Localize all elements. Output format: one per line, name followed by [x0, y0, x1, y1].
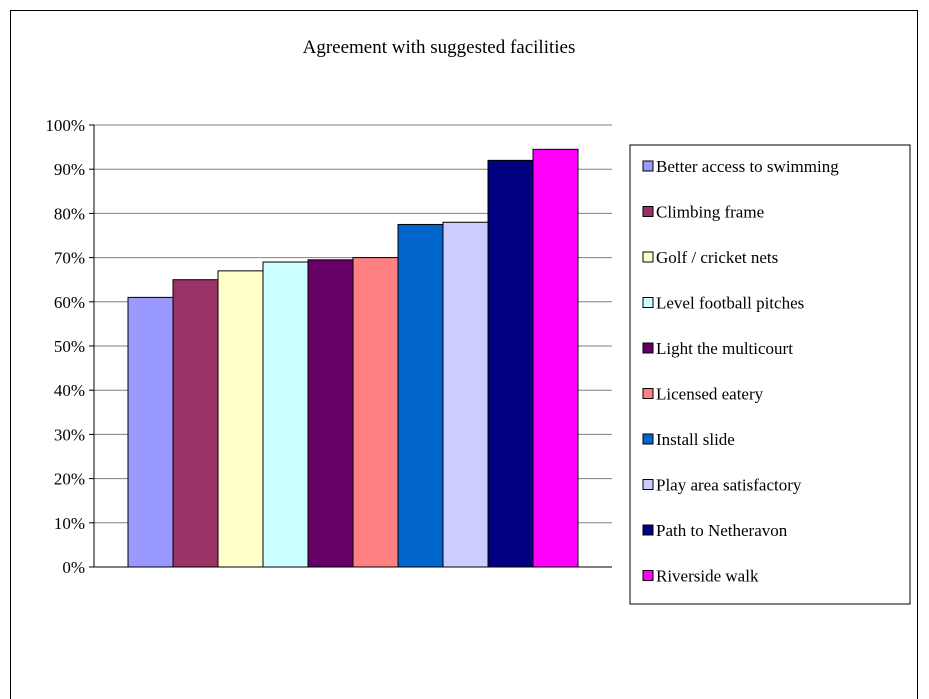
legend-label: Licensed eatery	[656, 385, 764, 404]
bar	[397, 223, 444, 568]
legend-swatch	[642, 342, 654, 354]
legend-swatch	[642, 524, 654, 536]
y-axis: 0% 10% 20% 30% 40% 50% 60% 70% 80% 90% 100%	[45, 116, 612, 577]
legend-swatch	[642, 570, 654, 581]
legend-swatch	[642, 433, 654, 445]
y-tick-label: 50%	[54, 337, 85, 356]
y-tick-label: 30%	[54, 425, 85, 444]
legend-label: Golf / cricket nets	[656, 248, 778, 267]
legend-label: Install slide	[656, 430, 735, 449]
y-tick-label: 90%	[54, 160, 85, 179]
legend-label: Light the multicourt	[656, 339, 793, 358]
legend: Better access to swimming Climbing frame G…	[629, 144, 911, 605]
y-tick-label: 0%	[62, 558, 85, 577]
y-tick-label: 60%	[54, 293, 85, 312]
bar	[442, 221, 489, 568]
legend-swatch	[642, 297, 654, 308]
legend-label: Play area satisfactory	[656, 476, 802, 495]
legend-label: Riverside walk	[656, 567, 759, 586]
legend-swatch	[642, 160, 654, 172]
legend-swatch	[642, 388, 654, 399]
y-tick-label: 80%	[54, 204, 85, 223]
chart-frame	[10, 10, 918, 699]
bar	[532, 148, 579, 568]
y-tick-label: 10%	[54, 514, 85, 533]
legend-box	[629, 144, 911, 605]
chart-title: Agreement with suggested facilities	[303, 37, 576, 58]
legend-label: Better access to swimming	[656, 157, 839, 176]
legend-swatch	[642, 206, 654, 217]
y-tick-label: 20%	[54, 470, 85, 489]
bar	[307, 259, 354, 568]
bars	[127, 148, 579, 568]
legend-label: Path to Netheravon	[656, 521, 788, 540]
y-tick-label: 70%	[54, 249, 85, 268]
bar	[262, 261, 309, 568]
bar	[172, 279, 219, 568]
bar	[217, 270, 264, 568]
legend-label: Level football pitches	[656, 294, 804, 313]
legend-swatch	[642, 479, 654, 490]
bar	[127, 296, 174, 568]
bar	[352, 257, 399, 568]
bar	[487, 159, 534, 568]
y-tick-label: 100%	[45, 116, 85, 135]
legend-swatch	[642, 251, 654, 263]
legend-label: Climbing frame	[656, 203, 764, 222]
y-tick-label: 40%	[54, 381, 85, 400]
